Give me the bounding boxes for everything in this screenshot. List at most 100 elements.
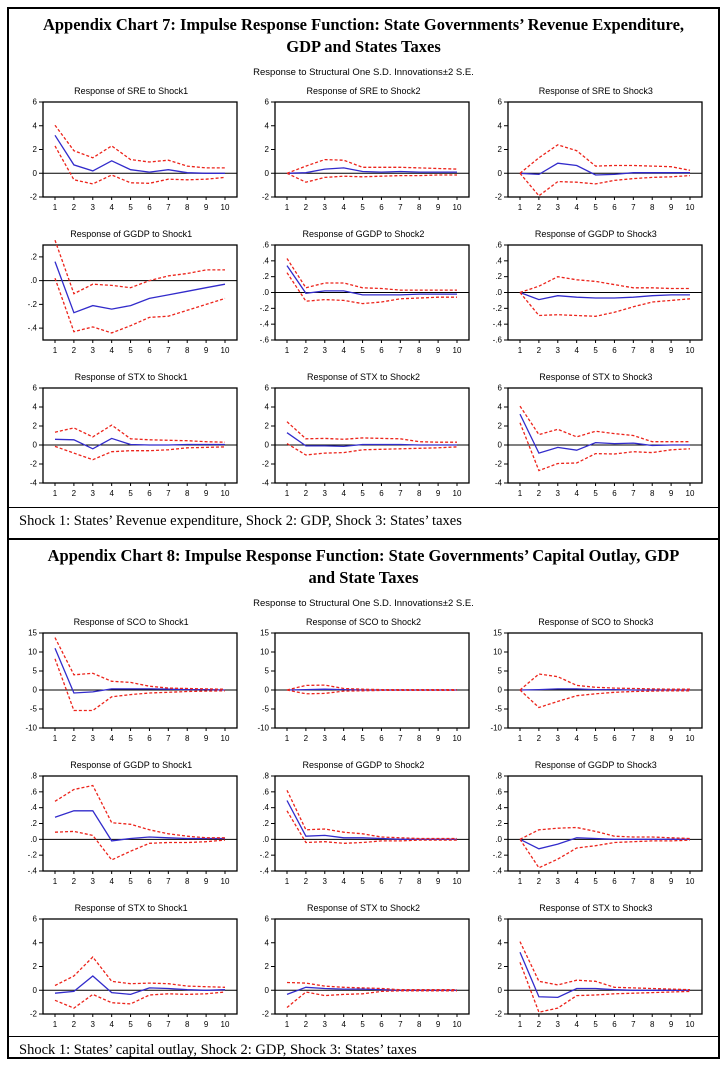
- x-tick-label: 7: [399, 1020, 404, 1029]
- x-tick-label: 6: [380, 734, 385, 743]
- y-tick-label: 4: [497, 938, 502, 947]
- x-tick-label: 2: [72, 489, 77, 498]
- chart-plot: .2 .0 -.2 -.4 1 2 3 4 5 6 7 8 9 10: [28, 239, 238, 355]
- chart-grid-panel2: Response of SCO to Shock1 15 10 5 0 -5 -10 1 2 3 4…: [9, 609, 718, 1036]
- y-tick-label: 5: [497, 666, 502, 675]
- appendix-chart-7-panel: Appendix Chart 7: Impulse Response Funct…: [9, 9, 718, 540]
- y-tick-label: .0: [495, 834, 502, 843]
- y-tick-label: -2: [262, 1009, 270, 1018]
- x-tick-label: 7: [166, 1020, 171, 1029]
- x-tick-label: 4: [342, 489, 347, 498]
- x-tick-label: 1: [285, 346, 290, 355]
- chart-title: Response of GGDP to Shock3: [534, 228, 657, 239]
- x-tick-label: 6: [147, 346, 152, 355]
- y-tick-label: 5: [265, 666, 270, 675]
- chart-title: Response of GGDP to Shock2: [302, 228, 425, 239]
- x-tick-label: 1: [285, 489, 290, 498]
- y-tick-label: .4: [263, 803, 270, 812]
- series-lower: [287, 172, 458, 183]
- irf-chart: Response of SCO to Shock2 15 10 5 0 -5 -10 1 2 3 4…: [247, 611, 479, 750]
- document-page: Appendix Chart 7: Impulse Response Funct…: [7, 7, 720, 1059]
- series-lower: [287, 989, 458, 1008]
- x-tick-label: 6: [380, 877, 385, 886]
- series-upper: [54, 636, 226, 690]
- y-tick-label: 2: [497, 421, 502, 430]
- panel2-title: Appendix Chart 8: Impulse Response Funct…: [47, 546, 680, 588]
- irf-chart: Response of GGDP to Shock1 .8 .6 .4 .2 .0 -.2 -…: [15, 754, 247, 893]
- y-tick-label: 4: [497, 121, 502, 130]
- series-upper: [287, 158, 458, 174]
- series-upper: [519, 275, 690, 293]
- series-response: [519, 291, 690, 300]
- y-tick-label: .6: [30, 787, 37, 796]
- y-tick-label: 4: [265, 402, 270, 411]
- y-tick-label: 0: [497, 440, 502, 449]
- y-tick-label: .4: [30, 803, 37, 812]
- series-upper: [287, 981, 458, 990]
- chart-title: Response of STX to Shock3: [539, 902, 653, 913]
- x-tick-label: 5: [128, 1020, 133, 1029]
- x-tick-label: 9: [436, 877, 441, 886]
- chart-plot: 6 4 2 0 -2 1 2 3 4 5 6 7 8 9 10: [30, 97, 238, 212]
- x-tick-label: 5: [593, 489, 598, 498]
- y-tick-label: .6: [263, 240, 270, 249]
- series-upper: [54, 955, 226, 988]
- plot-border: [274, 100, 471, 198]
- x-tick-label: 1: [518, 734, 523, 743]
- x-tick-label: 5: [361, 877, 366, 886]
- x-tick-label: 3: [323, 346, 328, 355]
- y-tick-label: -.4: [28, 866, 38, 875]
- y-tick-label: .0: [30, 276, 37, 285]
- y-tick-label: 2: [265, 962, 270, 971]
- y-tick-label: .4: [495, 256, 502, 265]
- y-tick-label: -2: [495, 1009, 503, 1018]
- x-tick-label: 10: [685, 734, 694, 743]
- irf-chart: Response of GGDP to Shock2 .6 .4 .2 .0 -.2 -.4…: [247, 223, 479, 362]
- plot-border: [42, 917, 238, 1015]
- x-tick-label: 9: [204, 203, 209, 212]
- chart-title: Response of STX to Shock2: [306, 371, 421, 382]
- y-tick-label: .0: [495, 288, 502, 297]
- y-tick-label: -4: [30, 478, 38, 487]
- series-response: [54, 647, 226, 694]
- y-tick-label: .2: [30, 819, 37, 828]
- series-upper: [286, 257, 458, 291]
- series-response: [287, 166, 458, 174]
- x-tick-label: 7: [399, 734, 404, 743]
- series-upper: [519, 940, 690, 990]
- y-tick-label: 2: [33, 962, 38, 971]
- chart-plot: 6 4 2 0 -2 -4 1 2 3 4 5 6 7 8 9 10: [495, 383, 703, 498]
- x-tick-label: 6: [612, 489, 617, 498]
- x-tick-label: 1: [53, 734, 58, 743]
- chart-title: Response of STX to Shock2: [306, 902, 421, 913]
- x-tick-label: 6: [380, 1020, 385, 1029]
- x-tick-label: 1: [285, 203, 290, 212]
- y-tick-label: .6: [495, 787, 502, 796]
- x-tick-label: 7: [631, 1020, 636, 1029]
- panel2-subtitle: Response to Structural One S.D. Innovati…: [253, 597, 474, 609]
- series-response: [54, 809, 226, 842]
- y-tick-label: -10: [258, 723, 270, 732]
- series-lower: [519, 172, 690, 197]
- x-tick-label: 8: [417, 346, 422, 355]
- y-tick-label: -.4: [28, 323, 38, 332]
- chart-title: Response of SCO to Shock3: [538, 616, 654, 627]
- y-tick-label: 15: [493, 628, 502, 637]
- series-lower: [54, 658, 226, 711]
- x-tick-label: 2: [536, 734, 541, 743]
- y-tick-label: -.2: [260, 850, 270, 859]
- x-tick-label: 7: [631, 489, 636, 498]
- irf-chart: Response of STX to Shock1 6 4 2 0 -2 -4 1 2 3 4 5 6 7…: [15, 366, 247, 505]
- x-tick-label: 6: [147, 489, 152, 498]
- plot-border: [507, 917, 703, 1015]
- irf-chart: Response of GGDP to Shock3 .6 .4 .2 .0 -.2 -.4…: [480, 223, 712, 362]
- x-tick-label: 5: [128, 346, 133, 355]
- y-tick-label: .8: [30, 771, 37, 780]
- x-tick-label: 10: [453, 1020, 462, 1029]
- x-tick-label: 6: [380, 489, 385, 498]
- x-tick-label: 4: [342, 1020, 347, 1029]
- series-lower: [519, 689, 690, 708]
- plot-border: [42, 631, 238, 729]
- x-tick-label: 3: [555, 877, 560, 886]
- series-lower: [287, 442, 458, 456]
